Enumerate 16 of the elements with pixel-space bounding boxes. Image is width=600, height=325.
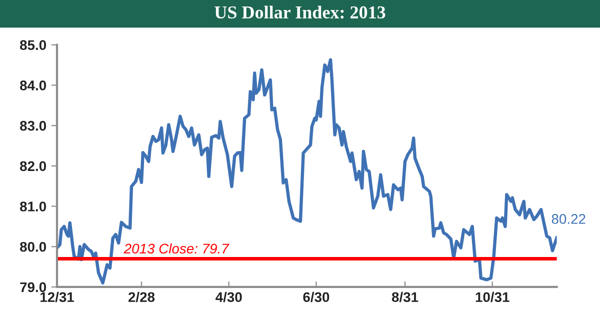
- x-tick-label: 4/30: [216, 292, 242, 302]
- annotation: 80.22: [552, 214, 586, 224]
- y-tick-label: 82.0: [20, 161, 46, 172]
- x-tick-label: 2/28: [128, 292, 155, 302]
- y-tick-label: 83.0: [20, 120, 46, 131]
- x-tick-label: 6/30: [303, 292, 330, 302]
- chart-title: US Dollar Index: 2013: [214, 6, 386, 19]
- ref-line-label: 2013 Close: 79.7: [124, 243, 230, 254]
- y-tick-label: 85.0: [20, 40, 46, 50]
- y-tick-label: 84.0: [20, 80, 46, 90]
- x-tick-label: 12/31: [40, 292, 74, 302]
- x-tick-label: 8/31: [392, 292, 418, 302]
- y-tick-label: 80.0: [20, 242, 46, 252]
- y-tick-label: 79.0: [20, 282, 46, 292]
- y-tick-label: 81.0: [20, 202, 46, 212]
- x-tick-label: 10/31: [476, 292, 510, 302]
